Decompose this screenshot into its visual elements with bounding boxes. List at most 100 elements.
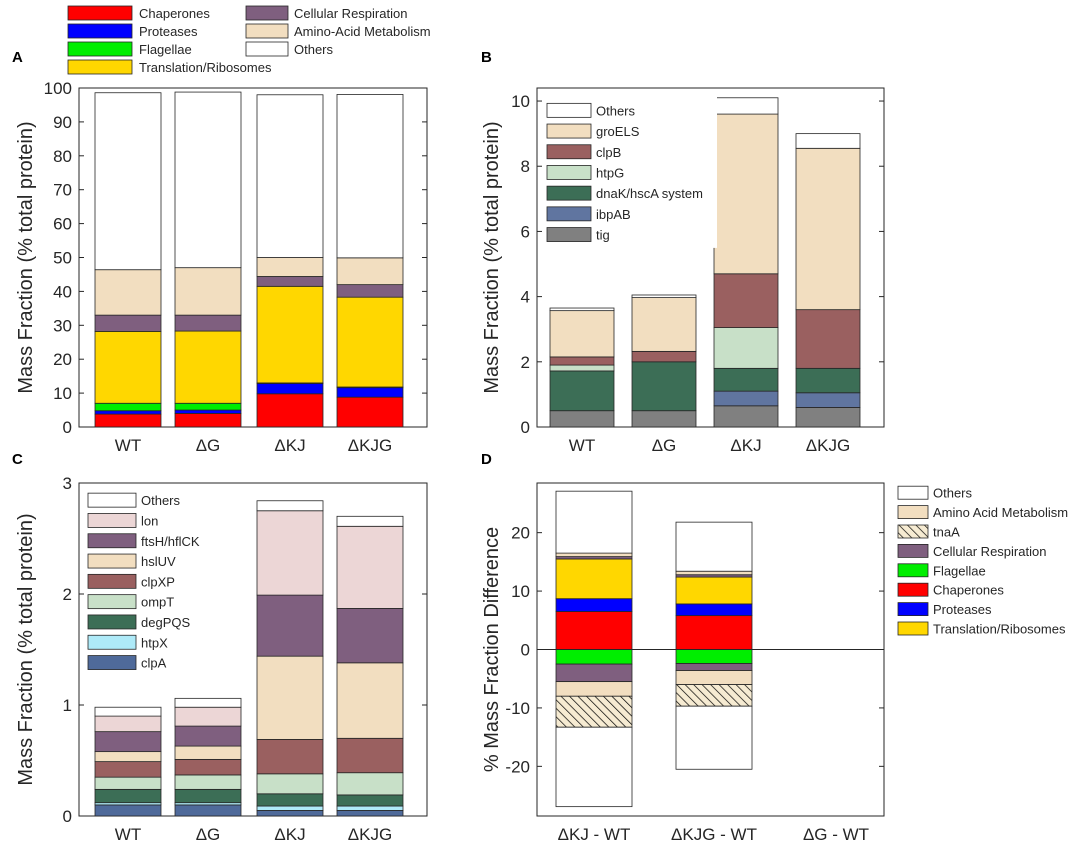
y-tick-label: 1 [63,696,72,715]
y-axis-label: % Mass Fraction Difference [481,527,503,772]
legend-swatch-chaperones [897,582,929,597]
x-tick-label-wt: WT [569,436,595,455]
bar-segment-delta-kjg-cellular-respiration [336,284,404,298]
legend-label-translation-ribosomes: Translation/Ribosomes [139,60,272,75]
legend-swatch-flagellae [67,41,133,57]
legend-label-others: Others [933,486,973,501]
legend-label-ompt: ompT [141,595,174,610]
bar-segment-wt-clpb [549,356,615,366]
bar-segment-delta-kjg-wt-proteases [675,603,753,617]
bar-segment-delta-g-chaperones [174,413,242,428]
bar-segment-delta-kjg-clpb [795,309,861,369]
x-tick-label-wt: WT [115,825,141,842]
legend-label-chaperones: Chaperones [933,583,1004,598]
bar-segment-delta-kjg-wt-translation-ribosomes [675,576,753,605]
legend-label-hsluv: hslUV [141,554,176,569]
bar-segment-delta-kj-ibpab [713,390,779,407]
legend-panel-d: Others Amino Acid Metabolism tnaA Cellular … [894,480,1082,642]
bar-segment-delta-kjg-wt-others [675,521,753,572]
bar-segment-delta-kj-proteases [256,383,324,395]
bar-segment-delta-kj-wt-amino-acid-metabolism [555,552,633,558]
bar-segment-delta-kj-wt-proteases [555,598,633,612]
legend-swatch-clpxp [87,573,137,589]
bar-segment-wt-chaperones [94,413,162,428]
bar-segment-delta-kj-htpg [713,327,779,369]
bar-segment-wt-degpqs [94,788,162,804]
panel-a: A 0 10 20 30 40 50 60 70 80 90 100 Mass Fraction (% … [12,49,428,455]
bar-segment-delta-kj-amino-acid-metabolism [256,257,324,277]
bar-segment-wt-ompt [94,776,162,790]
legend-panel-c: Others lon ftsH/hflCK hslUV clpXP ompT degPQS h… [84,487,244,676]
bar-segment-delta-kj-lon [256,510,324,596]
bar-segment-delta-kjg-others [795,133,861,149]
bar-segment-delta-g-proteases [174,409,242,414]
bar-segment-delta-g-groels [631,297,697,352]
y-axis-label: Mass Fraction (% total protein) [481,121,503,393]
y-tick-label: 20 [511,524,530,543]
y-tick-label: 70 [53,181,72,200]
bar-segment-delta-g-cellular-respiration [174,314,242,332]
y-tick-label: 30 [53,316,72,335]
bar-segment-wt-others [94,706,162,717]
bar-segment-delta-g-tig [631,410,697,428]
bar-segment-wt-hsluv [94,751,162,763]
x-tick-label-delta-kjg-wt: ΔKJG - WT [671,825,757,842]
bar-segment-delta-kj-wt-others-neg [555,726,633,808]
y-tick-label: 0 [63,418,72,437]
legend-swatch-clpb [546,144,592,160]
bar-segment-delta-kj-groels [713,113,779,275]
bar-segment-delta-kj-chaperones [256,393,324,428]
legend-swatch-groels [546,123,592,139]
y-tick-label: 80 [53,147,72,166]
legend-top: Chaperones Proteases Flagellae Translation/… [67,5,431,75]
bar-segment-delta-g-others [174,91,242,269]
bar-segment-delta-kjg-wt-chaperones [675,615,753,650]
legend-swatch-degpqs [87,614,137,630]
legend-swatch-proteases [897,602,929,616]
legend-swatch-tnaa [897,524,929,539]
y-tick-label: 10 [53,384,72,403]
bar-segment-delta-kjg-clpa [336,810,404,817]
bar-segment-delta-kjg-groels [795,147,861,311]
bar-segment-wt-clpa [94,804,162,817]
bar-segment-delta-kj-wt-translation-ribosomes [555,558,633,600]
bar-segment-wt-others [94,92,162,271]
y-tick-label: 50 [53,249,72,268]
legend-label-cellular-respiration: Cellular Respiration [933,544,1046,559]
y-tick-label: 0 [521,418,530,437]
legend-label-others: Others [141,493,181,508]
legend-swatch-htpx [87,634,137,650]
bar-segment-wt-proteases [94,410,162,415]
bar-segment-wt-dnak-hsca-system [549,370,615,412]
legend-swatch-cellular-respiration [245,5,289,21]
axes-frame [536,87,885,428]
bar-segment-delta-g-others [174,697,242,708]
legend-swatch-others [245,41,289,57]
legend-label-proteases: Proteases [933,602,992,617]
bar-segment-delta-kj-dnak-hsca-system [713,367,779,392]
legend-label-htpg: htpG [596,165,624,180]
bar-segment-delta-g-flagellae [174,402,242,411]
bar-segment-delta-kj-others [256,500,324,512]
x-tick-label-delta-kj: ΔKJ [274,436,305,455]
x-tick-label-delta-g: ΔG [196,436,221,455]
bar-segment-delta-g-hsluv [174,745,242,760]
bar-segment-delta-kjg-dnak-hsca-system [795,367,861,394]
x-tick-label-delta-g: ΔG [652,436,677,455]
legend-label-translation-ribosomes: Translation/Ribosomes [933,622,1066,637]
bar-segment-delta-g-clpa [174,804,242,817]
legend-label-chaperones: Chaperones [139,6,210,21]
legend-label-htpx: htpX [141,635,168,650]
legend-swatch-amino-acid-metabolism [897,505,929,520]
legend-swatch-htpg [546,165,592,180]
bar-segment-delta-kj-wt-tnaa-neg [555,695,633,728]
bar-segment-delta-kjg-wt-amino-acid-metabolism [675,570,753,576]
bar-segment-delta-kj-wt-chaperones [555,611,633,650]
legend-label-cellular-respiration: Cellular Respiration [294,6,407,21]
y-tick-label: 60 [53,215,72,234]
legend-swatch-dnak-hsca-system [546,185,592,201]
bar-segment-delta-kj-wt-amino-acid-metabolism-neg [555,681,633,697]
legend-label-tig: tig [596,228,610,243]
legend-label-others: Others [596,103,636,118]
bar-segment-delta-g-dnak-hsca-system [631,361,697,412]
